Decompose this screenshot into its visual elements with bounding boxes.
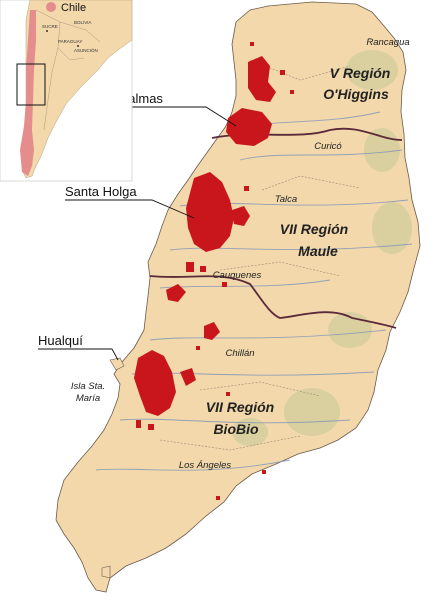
inset-city-label: SUCRE [42,24,58,29]
inset-country-label: BOLIVIA [74,20,92,25]
city-label: Rancagua [366,37,409,48]
region-name-line2: Maule [298,243,338,259]
city-label: Talca [275,194,297,205]
city-label: Chillán [225,348,254,359]
region-label-biobio: VII Región BioBio [206,399,274,437]
region-label-ohiggins: V Región O'Higgins [323,65,390,102]
terrain-shading [232,50,412,446]
inset-country-label: PARAGUAY [58,39,82,44]
fire-areas [134,42,294,500]
locator-box [16,63,46,106]
inset-map: Chile BOLIVIA PARAGUAY SUCRE ASUNCIÓN [0,0,133,182]
region-label-maule: VII Región Maule [280,221,348,259]
region-name-line1: VII Región [280,221,348,237]
city-label: María [76,393,100,404]
city-label: Curicó [314,141,342,152]
legend-label: Chile [61,2,86,14]
city-label: Cauquenes [213,270,262,281]
island [109,357,125,371]
region-name-line1: VII Región [206,399,274,415]
land-mass [55,1,421,593]
legend-dot [46,2,56,12]
fire-area-label: Hualquí [38,333,83,348]
callout-santa-holga: Santa Holga [65,184,195,219]
region-name-line2: O'Higgins [323,86,389,102]
city-label: Isla Sta. [71,381,105,392]
fire-area-label: Santa Holga [65,184,137,199]
inset-city-label: ASUNCIÓN [74,47,98,53]
region-name-line1: V Región [330,65,391,81]
city-label: Los Ángeles [179,460,232,471]
island [101,565,111,579]
region-name-line2: BioBio [213,421,259,437]
inset-chile [20,10,36,176]
callout-hualqui: Hualquí [38,333,119,361]
